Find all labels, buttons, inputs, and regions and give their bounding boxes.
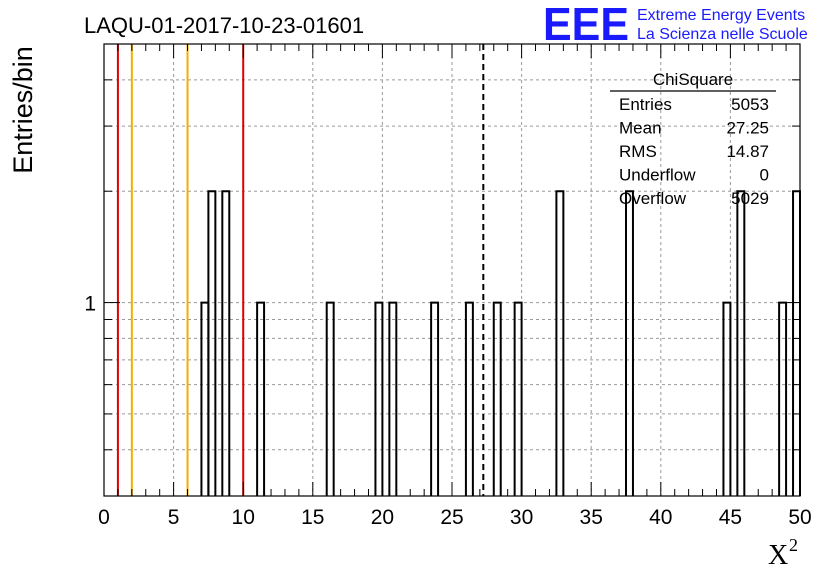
histogram-bar [513, 301, 523, 496]
stats-row-value: 5029 [731, 189, 769, 208]
y-axis-label: Entries/bin [8, 46, 38, 174]
histogram-bar [778, 301, 788, 496]
stats-box-name: ChiSquare [653, 70, 733, 89]
histogram-bar [464, 301, 474, 496]
histogram-bar [625, 190, 634, 496]
x-tick-label: 15 [301, 506, 324, 529]
histogram-bar [374, 301, 384, 496]
x-tick-label: 25 [440, 506, 463, 529]
stats-row-value: 0 [760, 166, 769, 185]
x-axis-label: X [768, 540, 788, 571]
histogram-bar [736, 190, 746, 496]
histogram-bar [325, 301, 335, 496]
stats-row-value: 27.25 [726, 119, 769, 138]
stats-row-label: Entries [619, 95, 672, 114]
histogram-bar [388, 301, 398, 496]
stats-box: ChiSquare Entries 5053 Mean 27.25 RMS 14.87 Un… [610, 70, 776, 208]
stats-row-value: 14.87 [726, 142, 769, 161]
histogram-bar [256, 301, 266, 496]
stats-row-label: Underflow [619, 166, 696, 185]
x-tick-label: 20 [371, 506, 394, 529]
histogram-bar [722, 301, 732, 496]
histogram-bar [492, 301, 502, 496]
y-tick-label: 1 [84, 293, 96, 316]
x-tick-label: 40 [649, 506, 672, 529]
tick-labels: 0 5 10 15 20 25 30 35 40 45 50 1 [84, 293, 811, 529]
x-tick-label: 0 [98, 506, 110, 529]
grid-lines [104, 44, 800, 496]
x-tick-label: 10 [232, 506, 255, 529]
logo-line-1: Extreme Energy Events [637, 7, 805, 24]
histogram-bar [207, 190, 217, 496]
axes [103, 43, 801, 497]
logo-line-2: La Scienza nelle Scuole [637, 26, 808, 43]
histogram-bar [555, 190, 565, 496]
histogram-bar [200, 301, 210, 496]
x-tick-label: 35 [580, 506, 603, 529]
stats-row-label: Mean [619, 119, 662, 138]
x-axis-label-superscript: 2 [789, 535, 798, 555]
eee-logo-mark: EEE [543, 0, 629, 50]
stats-row-label: RMS [619, 142, 657, 161]
x-tick-label: 45 [719, 506, 742, 529]
histogram-bar [792, 190, 801, 496]
histogram-bar [430, 301, 440, 496]
stats-row-value: 5053 [731, 95, 769, 114]
x-tick-label: 5 [168, 506, 180, 529]
x-tick-label: 30 [510, 506, 533, 529]
x-tick-label: 50 [788, 506, 811, 529]
chart-title: LAQU-01-2017-10-23-01601 [84, 13, 364, 38]
stats-row-label: Overflow [619, 189, 687, 208]
reference-lines [116, 44, 485, 496]
histogram [200, 190, 801, 496]
histogram-bar [221, 190, 231, 496]
